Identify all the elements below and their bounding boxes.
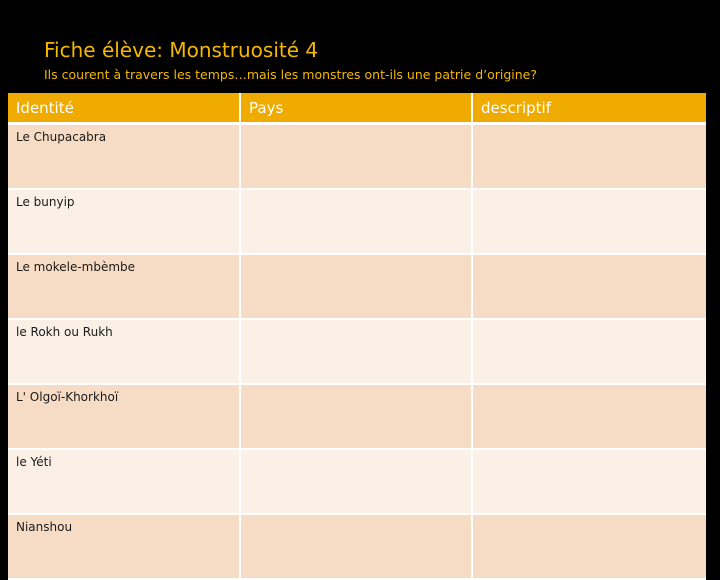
cell-identite: Le mokele-mbèmbe [8, 254, 241, 320]
table-row: le Yéti [8, 449, 706, 515]
table-row: L' Olgoï-Khorkhoï [8, 384, 706, 450]
slide-title: Fiche élève: Monstruosité 4 [44, 38, 319, 62]
cell-pays[interactable] [240, 449, 473, 515]
cell-descriptif[interactable] [472, 189, 706, 255]
cell-identite: le Rokh ou Rukh [8, 319, 241, 385]
cell-descriptif[interactable] [472, 514, 706, 580]
cell-descriptif[interactable] [472, 254, 706, 320]
table-row: le Rokh ou Rukh [8, 319, 706, 385]
table-row: Le bunyip [8, 189, 706, 255]
table-row: Nianshou [8, 514, 706, 580]
cell-identite: Le bunyip [8, 189, 241, 255]
cell-descriptif[interactable] [472, 384, 706, 450]
slide-subtitle: Ils courent à travers les temps…mais les… [44, 67, 538, 82]
cell-pays[interactable] [240, 189, 473, 255]
column-header-pays: Pays [240, 93, 473, 125]
column-header-identite: Identité [8, 93, 241, 125]
cell-identite: Nianshou [8, 514, 241, 580]
cell-pays[interactable] [240, 254, 473, 320]
cell-descriptif[interactable] [472, 449, 706, 515]
column-header-descriptif: descriptif [472, 93, 706, 125]
table-row: Le Chupacabra [8, 123, 706, 190]
cell-pays[interactable] [240, 123, 473, 190]
cell-descriptif[interactable] [472, 319, 706, 385]
cell-pays[interactable] [240, 384, 473, 450]
cell-identite: le Yéti [8, 449, 241, 515]
table-header-row: Identité Pays descriptif [8, 93, 706, 125]
table-row: Le mokele-mbèmbe [8, 254, 706, 320]
cell-identite: L' Olgoï-Khorkhoï [8, 384, 241, 450]
cell-descriptif[interactable] [472, 123, 706, 190]
cell-pays[interactable] [240, 514, 473, 580]
cell-identite: Le Chupacabra [8, 123, 241, 190]
cell-pays[interactable] [240, 319, 473, 385]
worksheet-table: Identité Pays descriptif Le Chupacabra L… [8, 93, 706, 580]
